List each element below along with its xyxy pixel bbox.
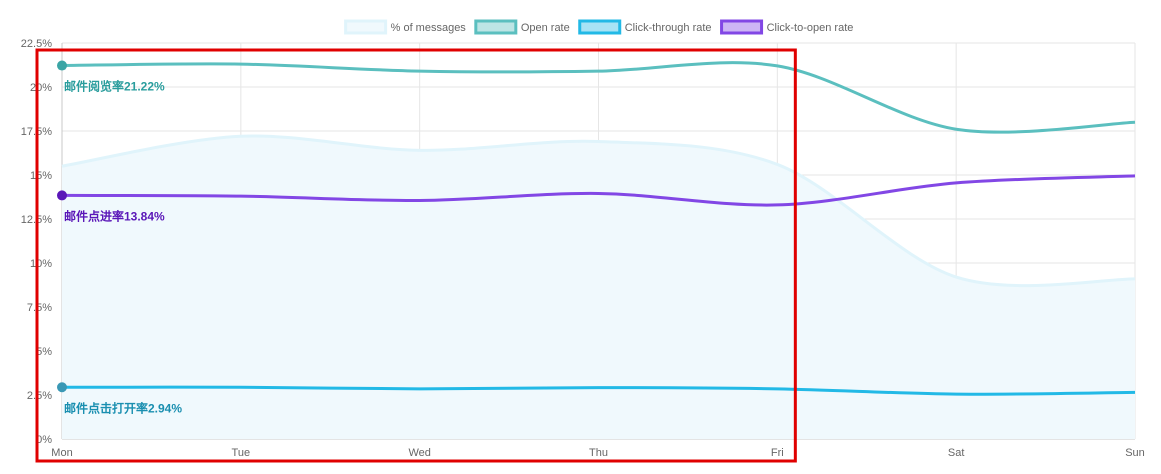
x-tick-label: Thu: [589, 447, 608, 459]
x-tick-label: Mon: [51, 447, 72, 459]
highlight-layer: [35, 48, 797, 463]
annotation-label-1: 邮件点进率13.84%: [64, 208, 165, 223]
annotation-dot-0: [57, 60, 67, 71]
y-tick-label: 7.5%: [27, 302, 52, 314]
y-tick-label: 22.5%: [21, 38, 52, 50]
x-tick-label: Fri: [771, 447, 784, 459]
series-line-0: [61, 134, 1136, 288]
legend-label-2[interactable]: Click-through rate: [625, 22, 712, 34]
legend-label-3[interactable]: Click-to-open rate: [767, 22, 854, 34]
y-tick-label: 2.5%: [27, 390, 52, 402]
legend[interactable]: % of messages Open rate Click-through rate…: [344, 19, 854, 35]
x-tick-label: Sat: [948, 447, 965, 459]
y-tick-label: 5%: [36, 346, 52, 358]
x-tick-label: Wed: [408, 447, 430, 459]
legend-swatch-3[interactable]: [720, 19, 764, 35]
legend-label-1[interactable]: Open rate: [521, 22, 570, 34]
x-tick-label: Sun: [1125, 447, 1145, 459]
annotation-dot-1: [57, 190, 67, 201]
series-line-2: [61, 385, 1136, 396]
series-line-3: [61, 174, 1136, 207]
legend-swatch-1[interactable]: [474, 19, 518, 35]
legend-swatch-2[interactable]: [578, 19, 622, 35]
annotation-label-0: 邮件阅览率21.22%: [64, 79, 165, 94]
y-tick-label: 10%: [30, 258, 52, 270]
annotation-layer: 邮件阅览率21.22% 邮件点进率13.84% 邮件点击打开率2.94%: [57, 60, 182, 415]
annotation-dot-2: [57, 382, 67, 393]
series-line-1: [61, 61, 1136, 134]
highlight-box: [35, 48, 797, 463]
area-layer: [61, 134, 1136, 440]
legend-swatch-0[interactable]: [344, 19, 388, 35]
legend-label-0[interactable]: % of messages: [391, 22, 467, 34]
axis-layer: 0%2.5%5%7.5%10%12.5%15%17.5%20%22.5%Mon T…: [21, 38, 1145, 459]
y-tick-label: 15%: [30, 170, 52, 182]
series-area-0: [62, 136, 1135, 440]
x-tick-label: Tue: [232, 447, 251, 459]
annotation-label-2: 邮件点击打开率2.94%: [64, 400, 182, 415]
line-layer: [61, 61, 1136, 396]
y-tick-label: 20%: [30, 82, 52, 94]
y-tick-label: 0%: [36, 434, 52, 446]
